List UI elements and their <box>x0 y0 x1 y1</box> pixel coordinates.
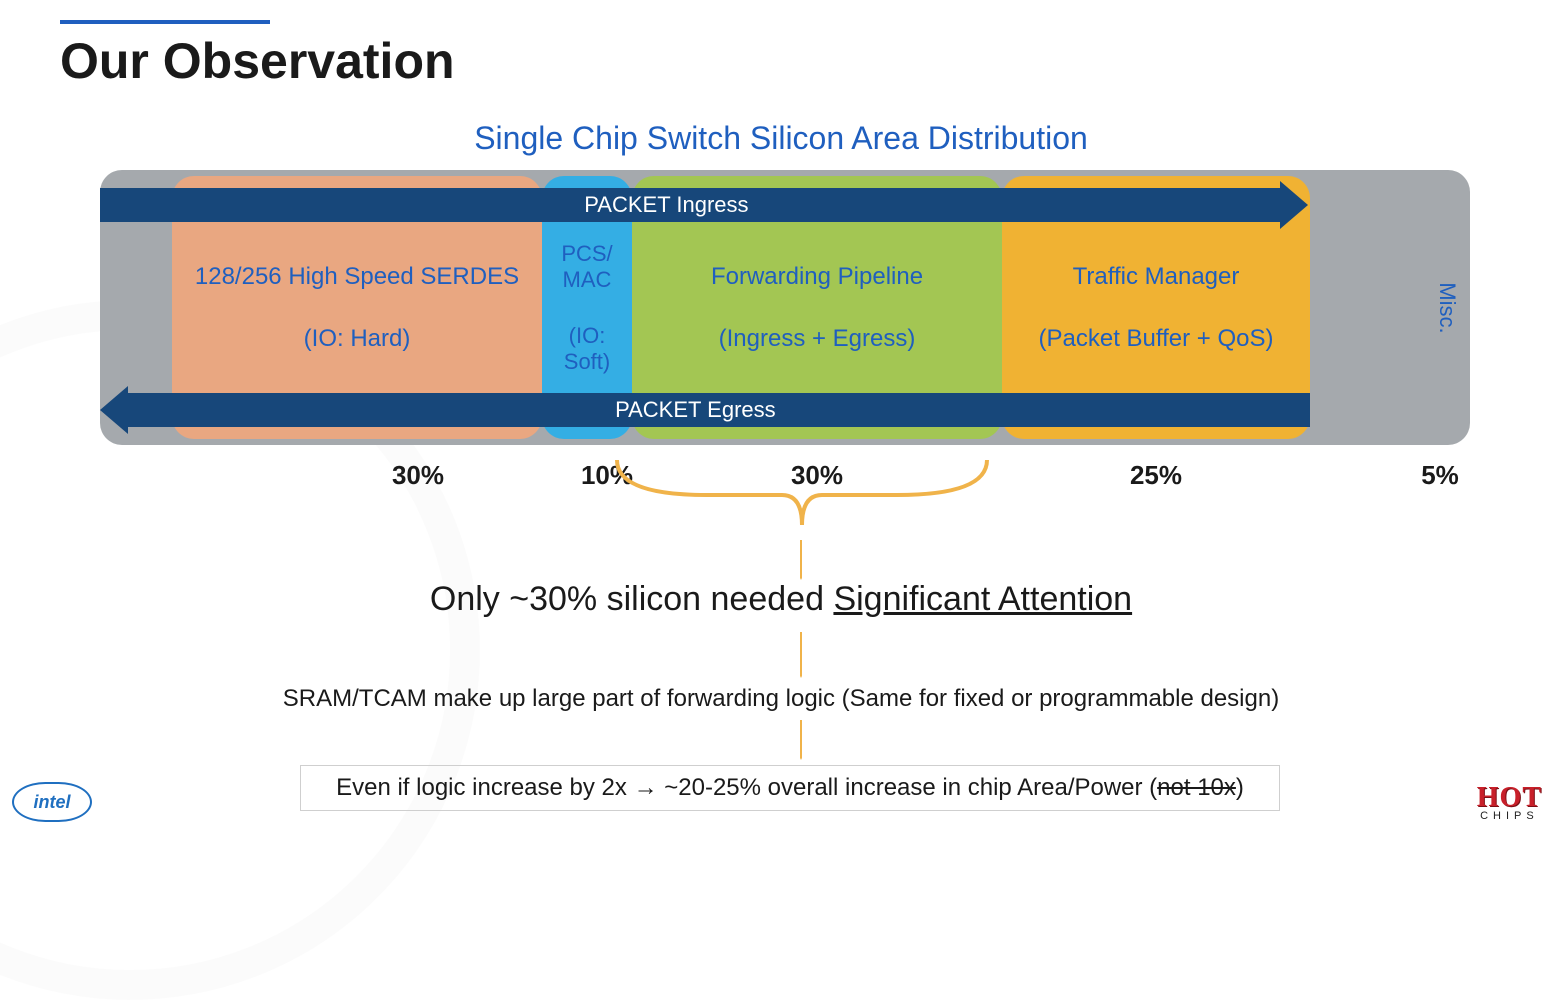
title-rule <box>60 20 270 24</box>
brace-icon <box>612 455 992 535</box>
block-misc-label: Misc. <box>1434 282 1460 333</box>
pct-0: 30% <box>392 460 444 491</box>
egress-arrow-label: PACKET Egress <box>615 397 776 423</box>
block-fwd-sub: (Ingress + Egress) <box>719 325 916 353</box>
page-title: Our Observation <box>60 32 455 90</box>
area-distribution-diagram: 128/256 High Speed SERDES (IO: Hard) PCS… <box>100 170 1470 445</box>
hotchips-chips: CHIPS <box>1477 810 1542 822</box>
ingress-arrow-label: PACKET Ingress <box>584 192 748 218</box>
callout-conclusion-suffix: ) <box>1236 774 1244 801</box>
block-tm-sub: (Packet Buffer + QoS) <box>1039 325 1274 353</box>
pct-4: 5% <box>1421 460 1459 491</box>
callout-attention-underline: Significant Attention <box>833 580 1132 618</box>
connector-arrow-2 <box>800 632 802 678</box>
callout-conclusion-prefix: Even if logic increase by 2x → ~20-25% o… <box>336 774 1157 801</box>
callout-attention: Only ~30% silicon needed Significant Att… <box>0 580 1562 619</box>
callout-attention-prefix: Only ~30% silicon needed <box>430 580 834 618</box>
connector-arrow-1 <box>800 540 802 580</box>
hotchips-logo: HOT CHIPS <box>1477 782 1542 822</box>
callout-sram: SRAM/TCAM make up large part of forwardi… <box>0 685 1562 713</box>
callout-conclusion-strike: not 10x <box>1157 774 1236 801</box>
block-fwd-title: Forwarding Pipeline <box>711 263 923 291</box>
ingress-arrow: PACKET Ingress <box>100 188 1280 222</box>
callout-conclusion: Even if logic increase by 2x → ~20-25% o… <box>300 765 1280 811</box>
subtitle: Single Chip Switch Silicon Area Distribu… <box>0 120 1562 157</box>
intel-logo: intel <box>12 782 92 822</box>
block-serdes-title: 128/256 High Speed SERDES <box>195 263 519 291</box>
intel-logo-text: intel <box>33 792 70 813</box>
block-serdes-sub: (IO: Hard) <box>304 325 411 353</box>
block-pcs-mac-sub: (IO: Soft) <box>550 323 624 375</box>
pct-3: 25% <box>1130 460 1182 491</box>
connector-arrow-3 <box>800 720 802 760</box>
block-tm-title: Traffic Manager <box>1073 263 1240 291</box>
egress-arrow: PACKET Egress <box>128 393 1310 427</box>
block-pcs-mac-title: PCS/ MAC <box>561 241 612 293</box>
